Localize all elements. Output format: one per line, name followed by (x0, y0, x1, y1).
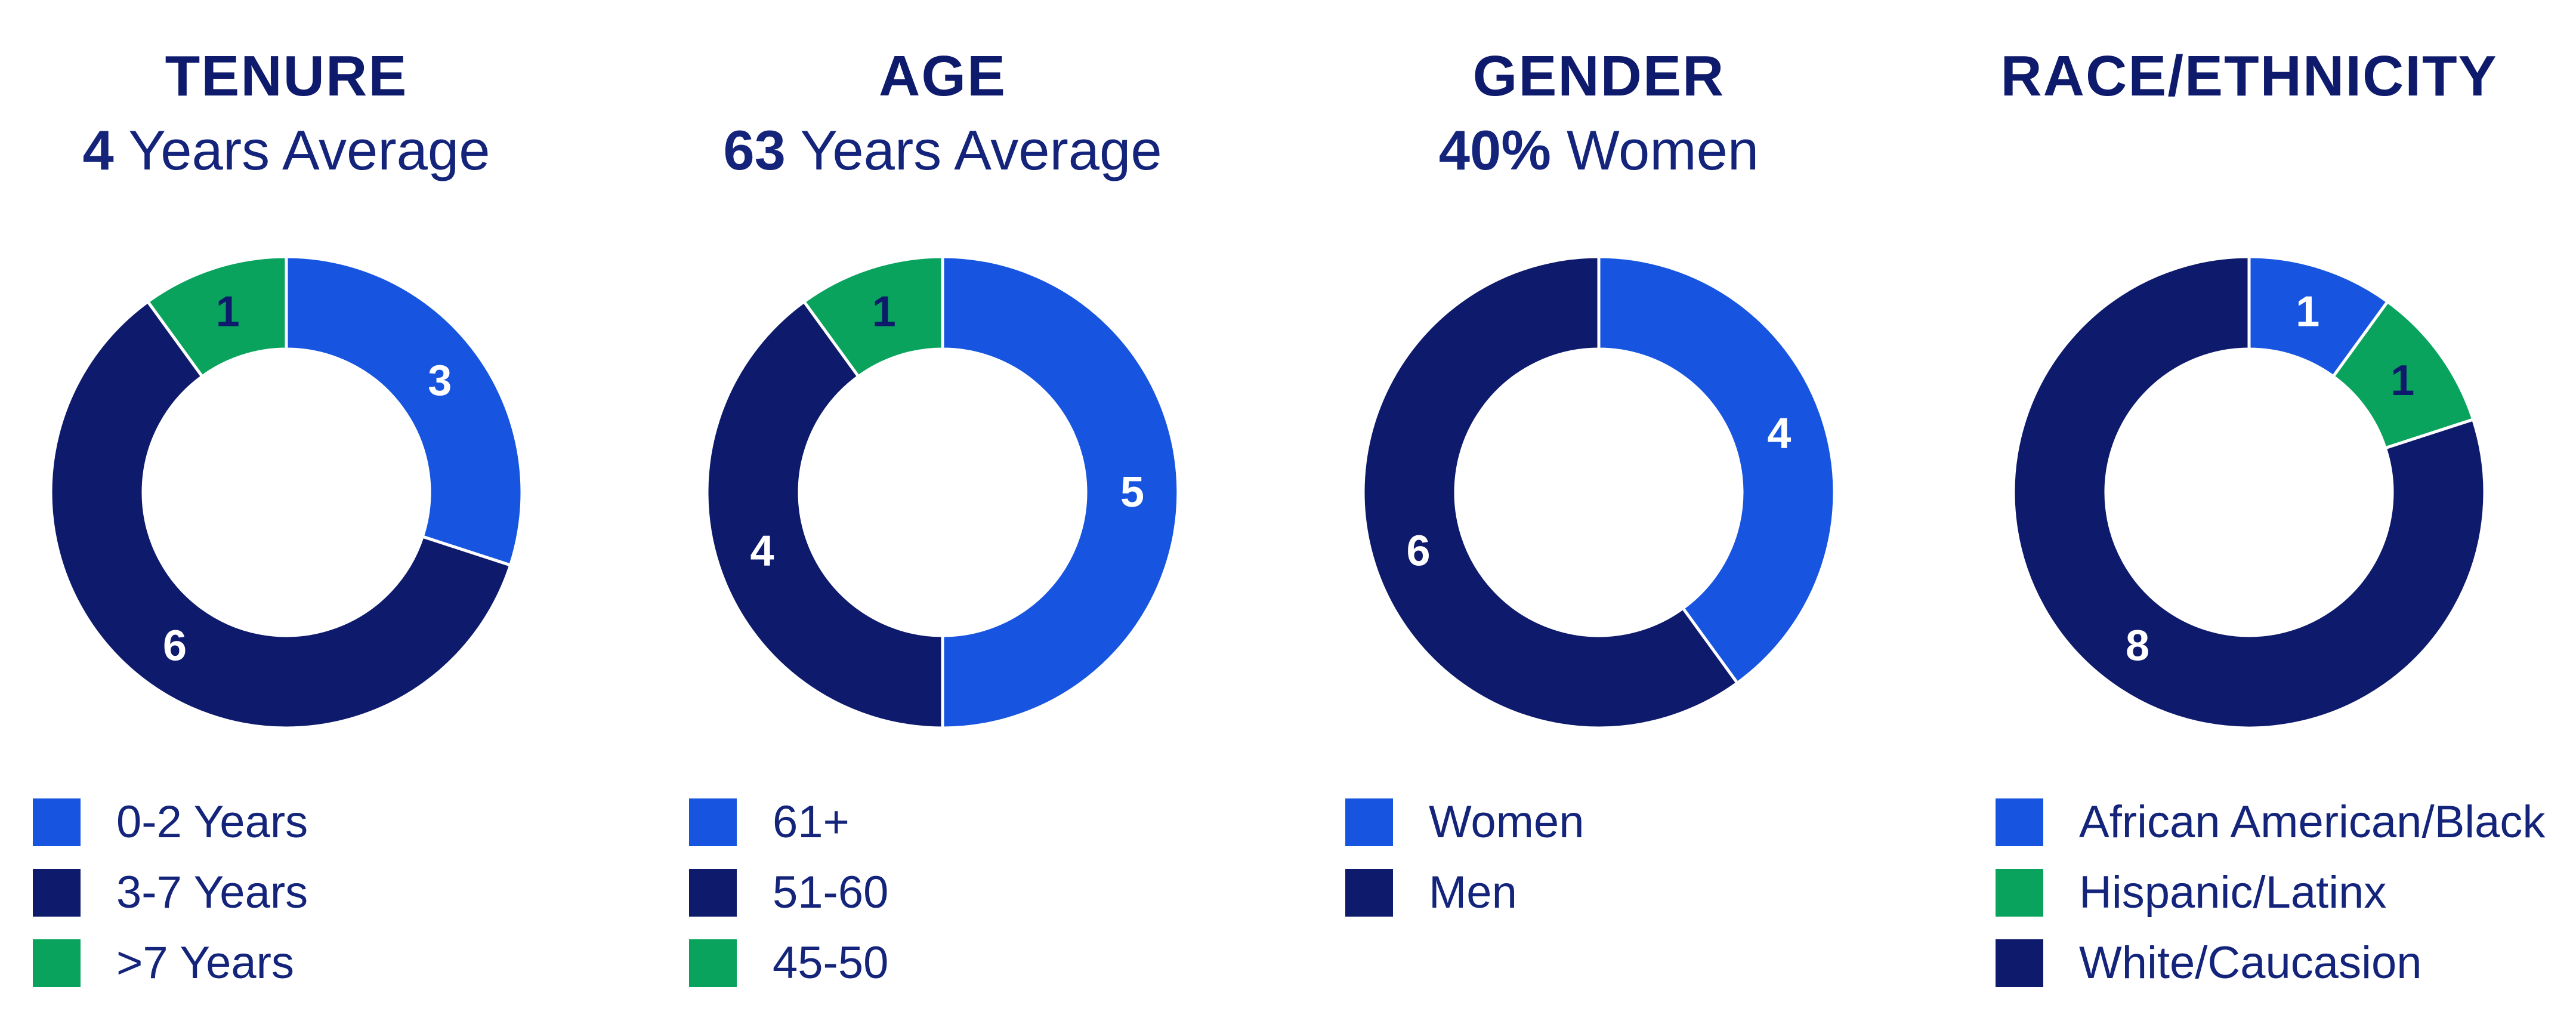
legend-swatch (1345, 798, 1393, 846)
legend-item: African American/Black (1996, 788, 2576, 858)
legend-swatch (33, 939, 81, 987)
chart-title: TENURE (165, 44, 408, 108)
slice-value-label: 6 (163, 622, 187, 670)
tenure-panel: TENURE 4 Years Average 3 6 1 0-2 Years 3-7 … (0, 0, 644, 1030)
subtitle-text: Years Average (113, 119, 490, 181)
donut-slice (285, 255, 524, 568)
donut-slice (2012, 255, 2487, 730)
donut-slice (49, 299, 512, 730)
legend-label: African American/Black (2079, 797, 2546, 847)
slice-value-label: 8 (2126, 622, 2149, 670)
donut-chart: 1 1 8 (2012, 255, 2487, 730)
legend-item: Men (1345, 858, 1954, 929)
slice-value-label: 1 (872, 288, 896, 336)
legend-swatch (1345, 869, 1393, 917)
slice-value-label: 5 (1120, 468, 1144, 516)
slice-value-label: 4 (750, 527, 774, 575)
legend-label: 45-50 (773, 938, 889, 988)
slice-value-label: 4 (1767, 410, 1791, 458)
subtitle-text: Women (1550, 119, 1759, 181)
legend-label: Hispanic/Latinx (2079, 867, 2387, 918)
legend-item: 45-50 (689, 929, 1298, 999)
donut-slice (1361, 255, 1740, 730)
chart-legend: Women Men (1345, 788, 1954, 929)
legend-item: >7 Years (33, 929, 641, 999)
slice-value-label: 1 (2390, 357, 2414, 405)
legend-swatch (33, 869, 81, 917)
chart-title: RACE/ETHNICITY (2000, 44, 2498, 108)
legend-swatch (1996, 869, 2043, 917)
chart-legend: 0-2 Years 3-7 Years >7 Years (33, 788, 641, 999)
legend-label: White/Caucasion (2079, 938, 2422, 988)
legend-item: 3-7 Years (33, 858, 641, 929)
subtitle-value: 4 (82, 119, 114, 181)
donut-slice (802, 255, 944, 379)
legend-swatch (689, 939, 737, 987)
slice-value-label: 6 (1407, 527, 1431, 575)
legend-item: Women (1345, 788, 1954, 858)
chart-legend: 61+ 51-60 45-50 (689, 788, 1298, 999)
donut-slice (941, 255, 1180, 730)
legend-label: Women (1429, 797, 1584, 847)
legend-swatch (1996, 798, 2043, 846)
legend-label: 3-7 Years (116, 867, 308, 918)
chart-title: GENDER (1472, 44, 1725, 108)
legend-item: 51-60 (689, 858, 1298, 929)
legend-swatch (33, 798, 81, 846)
subtitle-text: Years Average (785, 119, 1162, 181)
legend-label: 61+ (773, 797, 850, 847)
chart-subtitle: 63 Years Average (656, 122, 1229, 178)
chart-title: AGE (878, 44, 1007, 108)
legend-item: White/Caucasion (1996, 929, 2576, 999)
slice-value-label: 1 (216, 288, 240, 336)
legend-swatch (1996, 939, 2043, 987)
legend-item: 0-2 Years (33, 788, 641, 858)
donut-chart: 46 (1361, 255, 1836, 730)
chart-legend: African American/Black Hispanic/Latinx Whi… (1996, 788, 2576, 999)
legend-item: 61+ (689, 788, 1298, 858)
legend-item: Hispanic/Latinx (1996, 858, 2576, 929)
legend-label: Men (1429, 867, 1517, 918)
race-ethnicity-panel: RACE/ETHNICITY 1 1 8 African American/Blac… (1963, 0, 2576, 1030)
legend-label: 51-60 (773, 867, 889, 918)
subtitle-value: 63 (723, 119, 786, 181)
donut-chart: 3 6 1 (49, 255, 524, 730)
slice-value-label: 3 (428, 357, 452, 405)
legend-label: >7 Years (116, 938, 294, 988)
donut-slice (146, 255, 288, 379)
donut-slice (1597, 255, 1836, 686)
chart-subtitle: 4 Years Average (0, 122, 573, 178)
legend-swatch (689, 869, 737, 917)
legend-label: 0-2 Years (116, 797, 308, 847)
donut-chart: 5 4 1 (705, 255, 1180, 730)
donut-slice (705, 299, 944, 730)
chart-subtitle: 40% Women (1312, 122, 1885, 178)
legend-swatch (689, 798, 737, 846)
subtitle-value: 40% (1438, 119, 1551, 181)
age-panel: AGE 63 Years Average 5 4 1 61+ 51-60 45-50 (656, 0, 1301, 1030)
slice-value-label: 1 (2296, 288, 2319, 336)
